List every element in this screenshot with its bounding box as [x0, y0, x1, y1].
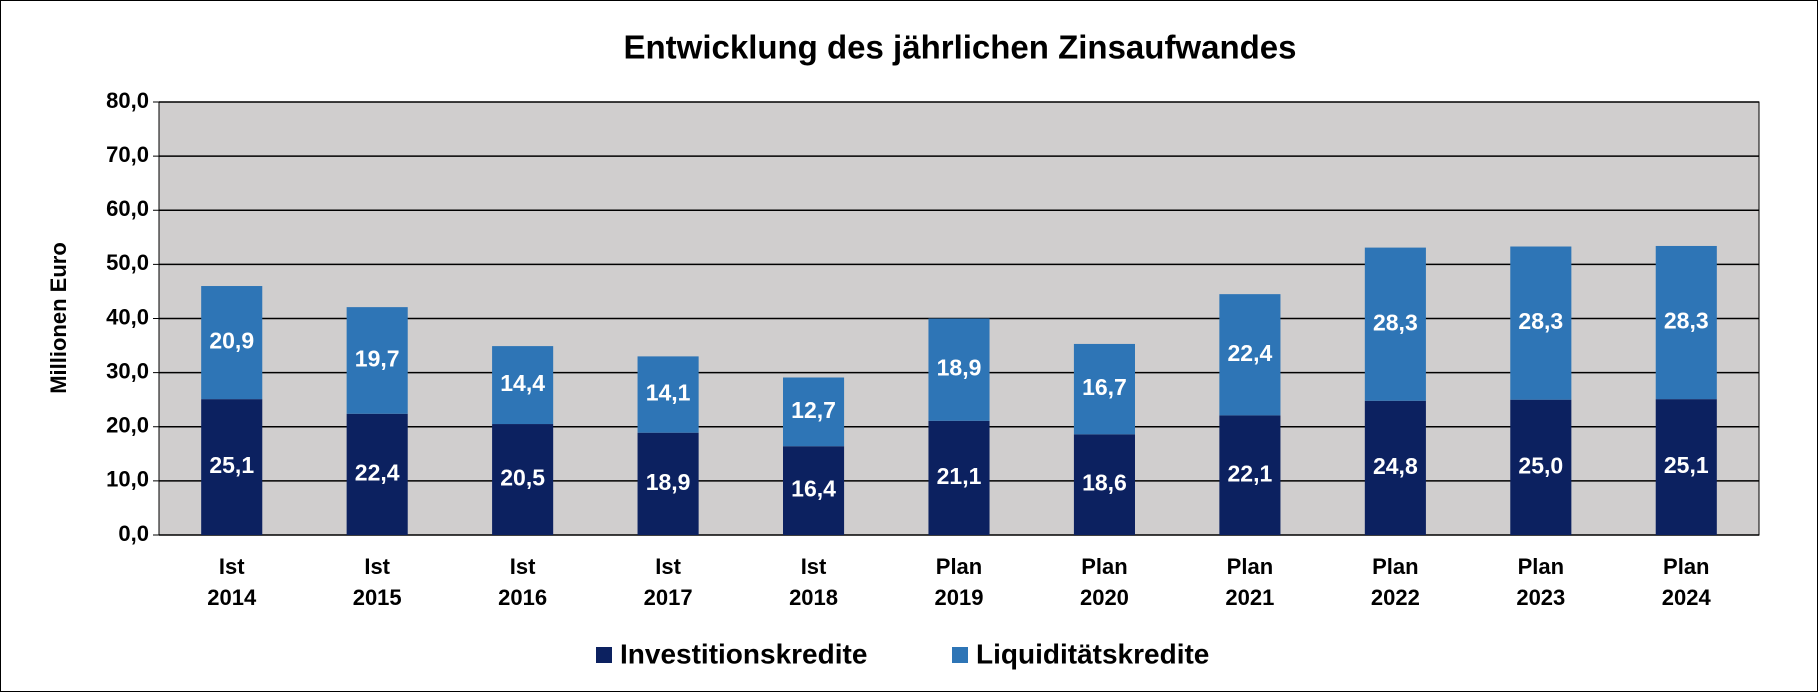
- y-tick-label: 80,0: [106, 88, 149, 113]
- x-tick-label: Ist: [510, 554, 536, 579]
- x-tick-label: Plan: [1227, 554, 1273, 579]
- x-tick-label: 2022: [1371, 585, 1420, 610]
- data-label: 28,3: [1518, 308, 1563, 334]
- bar-segment: [1364, 400, 1426, 535]
- bar-segment: [637, 356, 699, 433]
- x-tick-label: 2023: [1516, 585, 1565, 610]
- data-label: 25,0: [1518, 452, 1563, 478]
- bar-segment: [1655, 399, 1717, 535]
- legend-swatch: [596, 647, 612, 663]
- x-tick-label: Ist: [801, 554, 827, 579]
- data-label: 25,1: [1664, 452, 1709, 478]
- y-tick-label: 10,0: [106, 467, 149, 492]
- y-axis-label: Millionen Euro: [46, 242, 71, 394]
- data-label: 22,4: [355, 459, 400, 485]
- x-tick-label: 2024: [1662, 585, 1712, 610]
- chart-title: Entwicklung des jährlichen Zinsaufwandes: [624, 29, 1297, 66]
- legend-label: Investitionskredite: [620, 638, 867, 669]
- data-label: 22,4: [1228, 340, 1273, 366]
- bar-segment: [1073, 434, 1135, 535]
- x-tick-label: Plan: [1663, 554, 1709, 579]
- data-label: 14,4: [500, 370, 545, 396]
- bar-segment: [201, 286, 263, 400]
- bar-segment: [1510, 399, 1572, 535]
- data-label: 18,9: [646, 469, 691, 495]
- bar-segment: [346, 307, 408, 414]
- data-label: 25,1: [209, 452, 254, 478]
- x-tick-label: 2016: [498, 585, 547, 610]
- x-tick-label: 2017: [644, 585, 693, 610]
- data-label: 20,9: [209, 328, 254, 354]
- y-tick-label: 30,0: [106, 358, 149, 383]
- x-tick-label: Ist: [364, 554, 390, 579]
- data-label: 16,7: [1082, 374, 1127, 400]
- bar-segment: [1219, 294, 1281, 416]
- legend-label: Liquiditätskredite: [976, 638, 1209, 669]
- data-label: 19,7: [355, 346, 400, 372]
- x-tick-label: Plan: [1081, 554, 1127, 579]
- x-tick-label: Plan: [1518, 554, 1564, 579]
- x-tick-label: 2018: [789, 585, 838, 610]
- bar-segment: [1510, 246, 1572, 400]
- x-tick-label: 2015: [353, 585, 402, 610]
- bar-segment: [1073, 343, 1135, 435]
- bar-segment: [492, 346, 554, 425]
- y-tick-label: 40,0: [106, 304, 149, 329]
- x-tick-label: Ist: [655, 554, 681, 579]
- bar-segment: [1219, 415, 1281, 535]
- data-label: 22,1: [1228, 460, 1273, 486]
- x-tick-label: Plan: [1372, 554, 1418, 579]
- bar-segment: [637, 432, 699, 535]
- bar-segment: [346, 413, 408, 535]
- y-tick-label: 60,0: [106, 196, 149, 221]
- x-tick-label: 2019: [935, 585, 984, 610]
- data-label: 12,7: [791, 397, 836, 423]
- data-label: 28,3: [1664, 308, 1709, 334]
- data-label: 18,9: [937, 355, 982, 381]
- bar-segment: [1655, 245, 1717, 400]
- bar-segment: [928, 420, 990, 535]
- x-tick-label: 2021: [1225, 585, 1274, 610]
- y-tick-label: 0,0: [118, 521, 149, 546]
- data-label: 18,6: [1082, 470, 1127, 496]
- bar-segment: [492, 424, 554, 535]
- bar-segment: [783, 377, 845, 447]
- data-label: 20,5: [500, 465, 545, 491]
- x-tick-label: 2020: [1080, 585, 1129, 610]
- data-label: 14,1: [646, 380, 691, 406]
- bar-segment: [928, 318, 990, 421]
- y-tick-label: 50,0: [106, 250, 149, 275]
- data-label: 28,3: [1373, 309, 1418, 335]
- y-tick-label: 20,0: [106, 413, 149, 438]
- bar-segment: [783, 446, 845, 535]
- bar-segment: [1364, 247, 1426, 401]
- data-label: 24,8: [1373, 453, 1418, 479]
- legend-swatch: [952, 647, 968, 663]
- data-label: 21,1: [937, 463, 982, 489]
- bar-segment: [201, 399, 263, 535]
- y-tick-label: 70,0: [106, 142, 149, 167]
- x-tick-label: Plan: [936, 554, 982, 579]
- x-tick-label: Ist: [219, 554, 245, 579]
- data-label: 16,4: [791, 476, 836, 502]
- x-tick-label: 2014: [207, 585, 257, 610]
